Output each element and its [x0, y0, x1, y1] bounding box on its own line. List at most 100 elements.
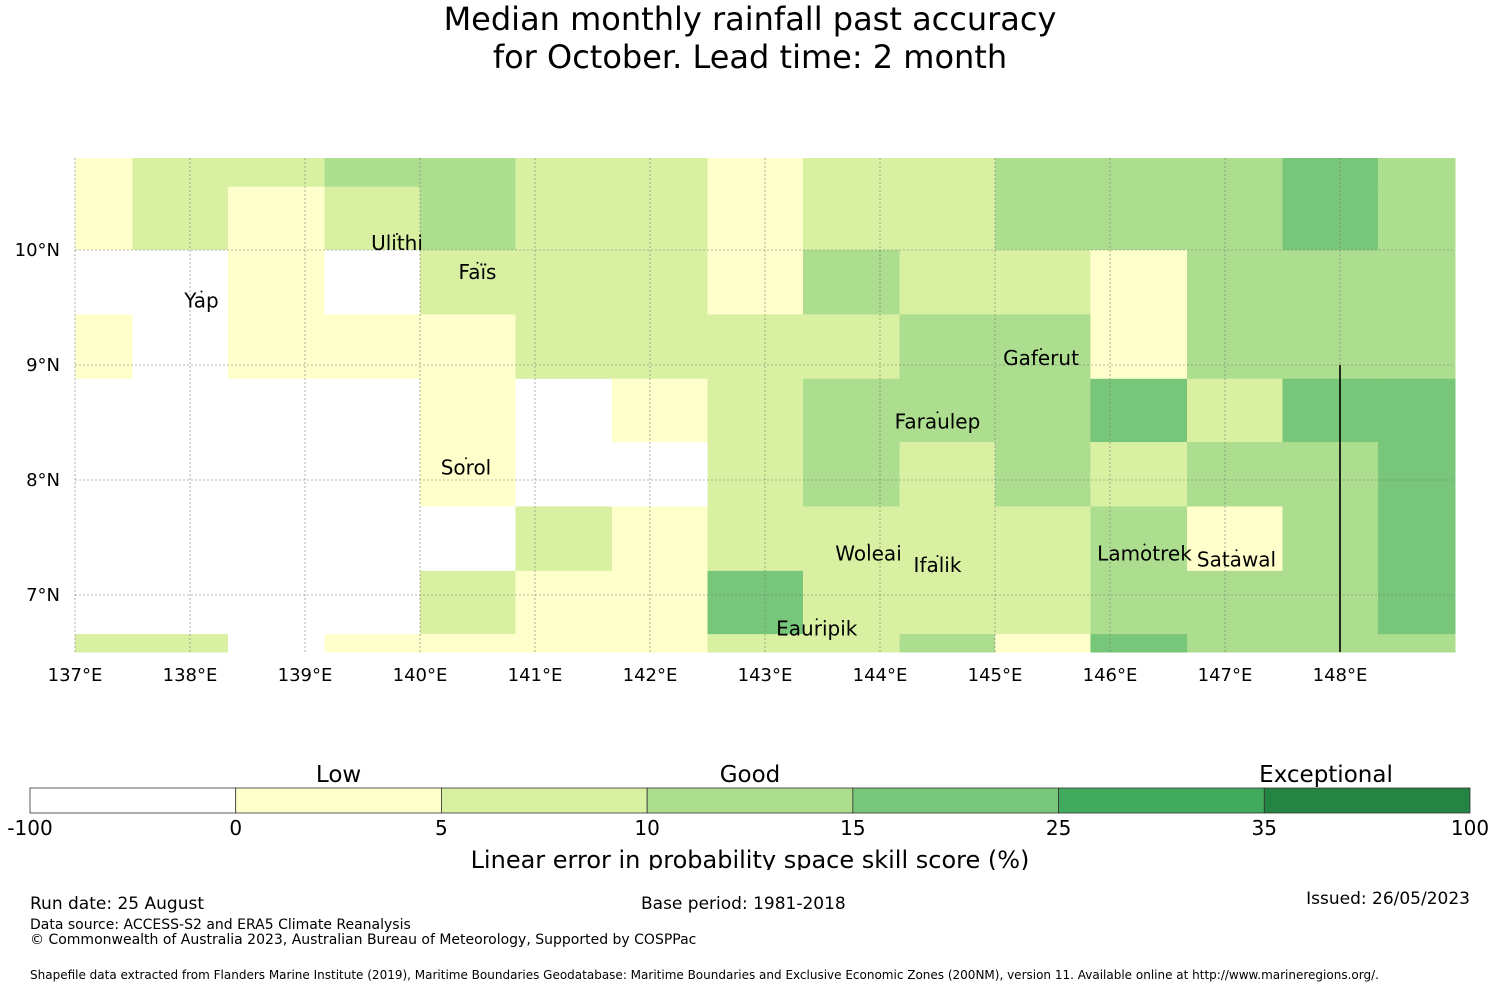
- grid-cell: [612, 314, 708, 380]
- grid-cell: [995, 506, 1091, 572]
- grid-cell: [515, 250, 613, 315]
- colorbar-tick-label: 35: [1252, 816, 1277, 840]
- copyright: © Commonwealth of Australia 2023, Austra…: [30, 932, 697, 948]
- colorbar-swatches: [29, 787, 1471, 814]
- grid-cell: [802, 570, 901, 635]
- colorbar-swatch: [235, 787, 442, 814]
- latitude-tick-label: 9°N: [26, 355, 60, 376]
- grid-cell: [612, 378, 708, 443]
- grid-cell: [515, 570, 613, 635]
- island-marker: [1040, 348, 1042, 350]
- longitude-tick-label: 140°E: [393, 665, 448, 686]
- latitude-tick-label: 8°N: [26, 470, 60, 491]
- grid-cell: [324, 250, 421, 315]
- grid-cell: [1187, 506, 1283, 572]
- grid-cell: [995, 158, 1091, 188]
- grid-cell: [995, 186, 1091, 251]
- grid-cell: [1187, 250, 1283, 315]
- grid-cell: [802, 158, 901, 188]
- grid-cell: [420, 634, 516, 653]
- grid-cell: [995, 570, 1091, 635]
- longitude-tick-label: 141°E: [508, 665, 563, 686]
- skill-map: Ulithi Yap Faïs Gaferut Faraulep Sorol Woleai I…: [15, 158, 1456, 686]
- grid-cell: [802, 250, 901, 315]
- island-marker: [200, 290, 203, 293]
- grid-cell: [1377, 442, 1456, 507]
- place-label: Eauripik: [776, 616, 858, 640]
- skill-grid-cells: [75, 158, 1456, 653]
- grid-cell: [899, 378, 996, 443]
- grid-cell: [612, 158, 708, 188]
- grid-cell: [995, 314, 1091, 380]
- colorbar: Low Good Exceptional -100 0 5 10 15 25 35 100 Lin…: [7, 762, 1489, 870]
- graticule: [74, 158, 1455, 652]
- grid-cell: [1377, 250, 1456, 315]
- issued-date: Issued: 26/05/2023: [1306, 889, 1470, 909]
- grid-cell: [1090, 314, 1188, 380]
- grid-cell: [132, 442, 229, 507]
- grid-cell: [802, 314, 901, 380]
- grid-cell: [707, 634, 804, 653]
- map-title-line-1: Median monthly rainfall past accuracy: [443, 0, 1057, 38]
- grid-cell: [324, 314, 421, 380]
- grid-cell: [802, 442, 901, 507]
- grid-cell: [707, 158, 804, 188]
- place-label: Yap: [183, 289, 218, 313]
- grid-cell: [802, 378, 901, 443]
- grid-cell: [132, 314, 229, 380]
- place-labels: Ulithi Yap Faïs Gaferut Faraulep Sorol Woleai I…: [183, 231, 1276, 640]
- place-label: Sorol: [441, 455, 492, 479]
- grid-cell: [1282, 442, 1379, 507]
- colorbar-swatch: [1263, 787, 1471, 814]
- grid-cell: [612, 442, 708, 507]
- colorbar-swatch: [646, 787, 854, 814]
- grid-cell: [612, 570, 708, 635]
- grid-cell: [420, 442, 516, 507]
- place-label: Faïs: [459, 260, 497, 284]
- grid-cell: [1187, 634, 1283, 653]
- grid-cell: [132, 634, 229, 653]
- grid-cell: [707, 442, 804, 507]
- colorbar-swatch: [1058, 787, 1265, 814]
- grid-cell: [227, 634, 326, 653]
- colorbar-category-label: Good: [720, 762, 781, 788]
- grid-cell: [515, 158, 613, 188]
- grid-cell: [1377, 634, 1456, 653]
- grid-cell: [1377, 158, 1456, 188]
- grid-cell: [227, 186, 326, 251]
- grid-cell: [420, 570, 516, 635]
- grid-cell: [227, 506, 326, 572]
- latitude-tick-label: 7°N: [26, 585, 60, 606]
- grid-cell: [1282, 158, 1379, 188]
- grid-cell: [75, 250, 133, 315]
- grid-cell: [75, 378, 133, 443]
- place-label: Satawal: [1197, 547, 1276, 571]
- longitude-tick-label: 145°E: [968, 665, 1023, 686]
- grid-cell: [420, 250, 516, 315]
- longitude-tick-label: 148°E: [1313, 665, 1368, 686]
- grid-cell: [1282, 186, 1379, 251]
- grid-cell: [515, 186, 613, 251]
- grid-cell: [75, 186, 133, 251]
- grid-cell: [227, 314, 326, 380]
- grid-cell: [899, 314, 996, 380]
- island-marker: [1235, 549, 1238, 552]
- grid-cell: [132, 506, 229, 572]
- colorbar-swatch: [29, 787, 237, 814]
- grid-cell: [132, 570, 229, 635]
- grid-cell: [1377, 570, 1456, 635]
- grid-cell: [420, 314, 516, 380]
- grid-cell: [802, 186, 901, 251]
- grid-cell: [324, 158, 421, 188]
- colorbar-tick-label: 25: [1046, 816, 1071, 840]
- grid-cell: [899, 506, 996, 572]
- colorbar-tick-label: 5: [435, 816, 448, 840]
- grid-cell: [1090, 634, 1188, 653]
- grid-cell: [707, 186, 804, 251]
- grid-cell: [1090, 158, 1188, 188]
- grid-cell: [515, 378, 613, 443]
- grid-cell: [899, 442, 996, 507]
- grid-cell: [707, 314, 804, 380]
- grid-cell: [75, 634, 133, 653]
- grid-cell: [612, 634, 708, 653]
